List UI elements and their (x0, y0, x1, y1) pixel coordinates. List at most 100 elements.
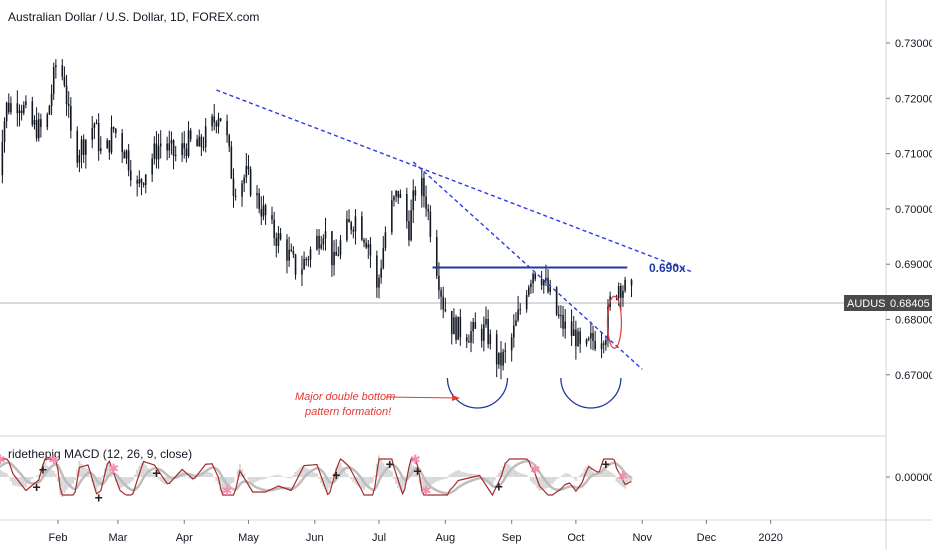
time-axis[interactable]: Feb Mar Apr May Jun Jul Aug Sep Oct Nov Dec 2020 (49, 520, 783, 544)
candle-body (363, 239, 365, 243)
candle-body (590, 333, 592, 339)
candle-body (495, 334, 498, 365)
candle-body (515, 320, 517, 326)
candle-body (20, 110, 23, 113)
candle-body (189, 130, 192, 140)
candle-body (534, 273, 537, 280)
candle-body (410, 210, 412, 241)
candle-body (129, 170, 132, 181)
candle-body (459, 316, 462, 338)
candle-body (324, 231, 327, 239)
candle-body (211, 116, 213, 127)
candle-body (519, 309, 522, 311)
candle-body (440, 290, 442, 297)
candle-body (67, 104, 70, 106)
time-axis-label: Dec (697, 532, 717, 544)
candle-body (172, 140, 175, 156)
candle-body (423, 178, 425, 197)
candle-body (453, 317, 455, 335)
candle-body (22, 105, 25, 113)
candle-body (93, 123, 96, 129)
time-axis-label: 2020 (758, 532, 782, 544)
candle-body (279, 233, 282, 240)
candle-body (350, 222, 352, 230)
double-bottom-arc (560, 377, 622, 409)
candle-body (277, 233, 280, 246)
candle-body (562, 315, 564, 329)
candle-body (262, 205, 265, 217)
candle-body (585, 339, 588, 344)
level-label: 0.690x (649, 261, 686, 275)
candle-body (489, 334, 492, 345)
candle-body (181, 143, 183, 155)
candle-body (579, 331, 581, 344)
candle-body (187, 130, 190, 156)
candle-body (245, 166, 248, 178)
candle-body (378, 277, 380, 288)
candle-body (228, 135, 230, 147)
candle-body (243, 177, 245, 184)
chart-title: Australian Dollar / U.S. Dollar, 1D, FOR… (8, 10, 259, 24)
symbol-badge-label: AUDUSD (847, 298, 894, 310)
price-axis-label: 0.73000 (895, 38, 932, 50)
candle-body (168, 143, 171, 151)
candle-body (264, 205, 267, 216)
candle-body (110, 127, 113, 153)
candle-body (577, 331, 579, 347)
candle-body (198, 136, 201, 147)
price-axis[interactable]: 0.73000 0.72000 0.71000 0.70000 0.69000 0.680… (886, 38, 932, 382)
time-axis-label: Jul (372, 532, 386, 544)
annotation-text: Major double bottom pattern formation! (295, 391, 395, 418)
sell-signal-marker: ✱ (410, 452, 421, 467)
candle-body (465, 337, 468, 342)
candle-body (260, 208, 263, 217)
candle-body (213, 116, 216, 123)
sell-signal-marker: ✱ (618, 468, 629, 483)
annotation-arrow-line (385, 396, 459, 399)
candle-body (61, 65, 64, 77)
candle-body (587, 338, 590, 340)
candle-body (592, 333, 594, 341)
candle-body (557, 314, 560, 317)
candle-body (376, 255, 378, 288)
candle-body (155, 143, 158, 160)
candle-body (450, 311, 453, 335)
candle-body (249, 169, 252, 196)
sell-signal-marker: ✱ (0, 452, 6, 467)
candle-body (408, 221, 410, 241)
symbol-badge (844, 295, 886, 311)
candle-body (138, 179, 141, 184)
candle-body (305, 258, 308, 260)
candle-body (140, 179, 143, 184)
time-axis-label: May (238, 532, 259, 544)
candle-body (480, 328, 483, 341)
candle-body (457, 316, 459, 340)
candle-body (219, 118, 222, 121)
candle-body (232, 178, 235, 197)
candle-body (121, 133, 123, 153)
candle-body (241, 183, 243, 197)
candle-body (365, 242, 367, 248)
buy-signal-marker: + (152, 465, 160, 481)
candle-body (85, 140, 87, 155)
price-axis-label: 0.68000 (895, 315, 932, 327)
buy-signal-marker: + (95, 489, 103, 505)
candle-body (393, 196, 395, 201)
time-axis-label: Feb (49, 532, 68, 544)
candle-body (63, 76, 66, 86)
candle-body (10, 103, 12, 113)
candle-body (7, 102, 10, 113)
candle-body (470, 331, 472, 343)
buy-signal-marker: + (39, 462, 47, 478)
candle-body (525, 295, 528, 310)
candle-body (288, 249, 290, 261)
price-badge-label: 0.68405 (890, 298, 930, 310)
symbol-price-badge: AUDUSD 0.68405 (844, 295, 932, 311)
candle-body (100, 148, 102, 152)
candle-body (369, 244, 372, 256)
buy-signal-marker: + (33, 479, 41, 495)
macd-line (0, 458, 632, 497)
candle-body (320, 244, 323, 249)
candle-body (427, 208, 430, 212)
